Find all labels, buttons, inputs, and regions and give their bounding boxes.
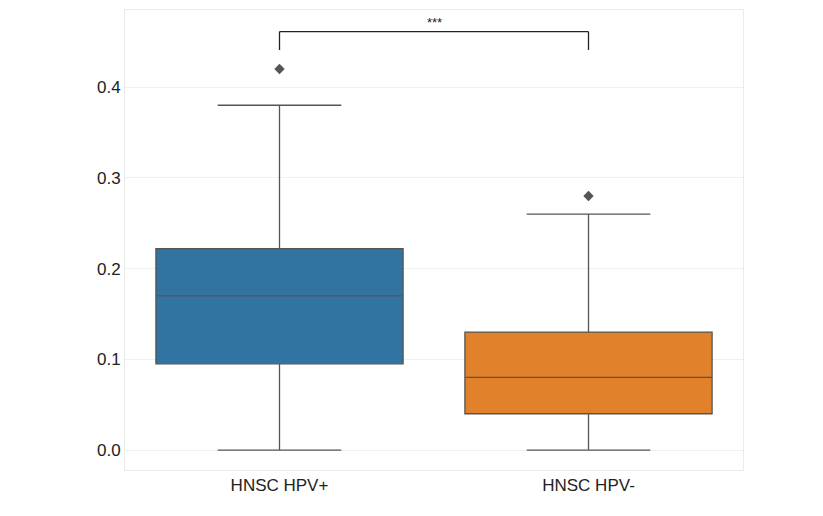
svg-text:0.1: 0.1 (97, 350, 121, 369)
svg-text:0.0: 0.0 (97, 441, 121, 460)
svg-text:0.3: 0.3 (97, 169, 121, 188)
svg-text:***: *** (427, 15, 442, 30)
svg-text:HNSC HPV+: HNSC HPV+ (231, 476, 329, 495)
svg-text:HNSC HPV-: HNSC HPV- (542, 476, 635, 495)
svg-text:0.2: 0.2 (97, 260, 121, 279)
svg-text:0.4: 0.4 (97, 78, 121, 97)
